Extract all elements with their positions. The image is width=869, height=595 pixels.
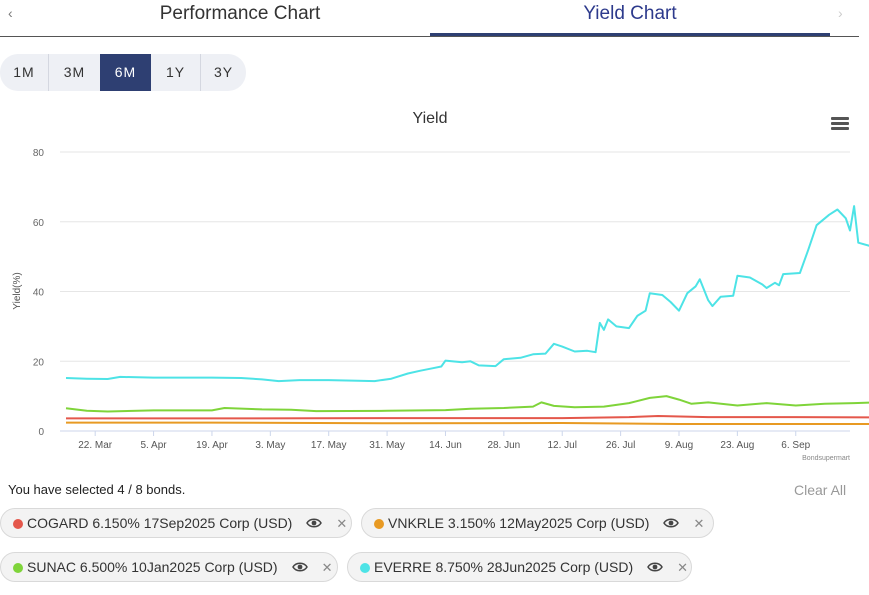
- x-tick-label: 28. Jun: [487, 440, 520, 451]
- series-line-sunac[interactable]: [65, 395, 869, 413]
- chart-credit: Bondsupermart: [802, 455, 850, 462]
- x-tick-label: 23. Aug: [720, 440, 754, 451]
- x-tick-label: 31. May: [369, 440, 405, 451]
- tabs-divider: [0, 36, 859, 37]
- bond-chip-label: EVERRE 8.750% 28Jun2025 Corp (USD): [374, 559, 634, 575]
- series-color-dot: [360, 563, 370, 573]
- y-tick-label: 80: [33, 148, 45, 159]
- chart-title: Yield: [412, 110, 448, 127]
- y-tick-label: 0: [38, 427, 44, 438]
- clear-all-button[interactable]: Clear All: [794, 482, 847, 498]
- remove-bond-icon[interactable]: ✕: [693, 516, 705, 531]
- hamburger-menu-icon[interactable]: [831, 117, 849, 131]
- chart-gridlines: [60, 151, 850, 432]
- bond-chip: VNKRLE 3.150% 12May2025 Corp (USD) ✕: [361, 508, 714, 538]
- x-tick-label: 9. Aug: [665, 440, 693, 451]
- y-axis: 0 20 40 60 80 Yield(%): [12, 148, 44, 438]
- time-range-selector: 1M 3M 6M 1Y 3Y: [0, 54, 246, 91]
- range-divider: [48, 54, 49, 91]
- bond-chip-label: SUNAC 6.500% 10Jan2025 Corp (USD): [27, 559, 278, 575]
- bond-chip: EVERRE 8.750% 28Jun2025 Corp (USD) ✕: [347, 552, 692, 582]
- yield-line-chart: 0 20 40 60 80 Yield(%) 22. Mar 5. Apr 19. Apr 3.…: [12, 148, 869, 462]
- tab-performance-chart[interactable]: Performance Chart: [159, 3, 321, 24]
- x-tick-label: 12. Jul: [547, 440, 576, 451]
- bond-chip-label: VNKRLE 3.150% 12May2025 Corp (USD): [388, 515, 650, 531]
- tab-yield-chart[interactable]: Yield Chart: [583, 3, 677, 24]
- range-button-6m[interactable]: 6M: [100, 54, 151, 91]
- range-button-3m[interactable]: 3M: [63, 64, 86, 80]
- bond-chip: SUNAC 6.500% 10Jan2025 Corp (USD) ✕: [0, 552, 338, 582]
- series-color-dot: [374, 519, 384, 529]
- remove-bond-icon[interactable]: ✕: [321, 560, 333, 575]
- y-tick-label: 20: [33, 357, 45, 368]
- x-tick-label: 3. May: [255, 440, 285, 451]
- range-button-1m[interactable]: 1M: [13, 64, 35, 80]
- x-tick-label: 17. May: [311, 440, 347, 451]
- x-tick-label: 22. Mar: [78, 440, 113, 451]
- x-tick-label: 5. Apr: [140, 440, 167, 451]
- remove-bond-icon[interactable]: ✕: [677, 560, 689, 575]
- bond-chip: COGARD 6.150% 17Sep2025 Corp (USD) ✕: [0, 508, 352, 538]
- visibility-eye-icon[interactable]: [306, 510, 323, 528]
- x-tick-label: 6. Sep: [781, 440, 810, 451]
- bond-chip-label: COGARD 6.150% 17Sep2025 Corp (USD): [27, 515, 293, 531]
- active-tab-underline: [430, 33, 830, 36]
- remove-bond-icon[interactable]: ✕: [336, 516, 348, 531]
- series-line-vnkrle[interactable]: [66, 421, 869, 425]
- range-divider: [200, 54, 201, 91]
- tabs-next-arrow-icon[interactable]: ›: [838, 5, 843, 21]
- range-button-1y[interactable]: 1Y: [165, 64, 186, 80]
- visibility-eye-icon[interactable]: [647, 554, 664, 572]
- visibility-eye-icon[interactable]: [291, 554, 308, 572]
- series-line-cogard[interactable]: [66, 415, 869, 420]
- y-tick-label: 40: [33, 288, 45, 299]
- y-axis-label: Yield(%): [12, 272, 23, 309]
- series-color-dot: [13, 563, 23, 573]
- y-tick-label: 60: [33, 218, 45, 229]
- series-color-dot: [13, 519, 23, 529]
- selection-summary: You have selected 4 / 8 bonds.: [8, 482, 186, 497]
- x-tick-label: 19. Apr: [196, 440, 228, 451]
- range-button-3y[interactable]: 3Y: [213, 64, 234, 80]
- x-axis: 22. Mar 5. Apr 19. Apr 3. May 17. May 31. May…: [60, 430, 850, 451]
- x-tick-label: 14. Jun: [429, 440, 462, 451]
- x-tick-label: 26. Jul: [606, 440, 635, 451]
- series-line-everre[interactable]: [65, 205, 869, 383]
- chart-tabs: ‹ Performance Chart Yield Chart ›: [0, 0, 869, 40]
- chart-series: [65, 205, 869, 425]
- visibility-eye-icon[interactable]: [663, 510, 680, 528]
- tabs-prev-arrow-icon[interactable]: ‹: [8, 5, 13, 21]
